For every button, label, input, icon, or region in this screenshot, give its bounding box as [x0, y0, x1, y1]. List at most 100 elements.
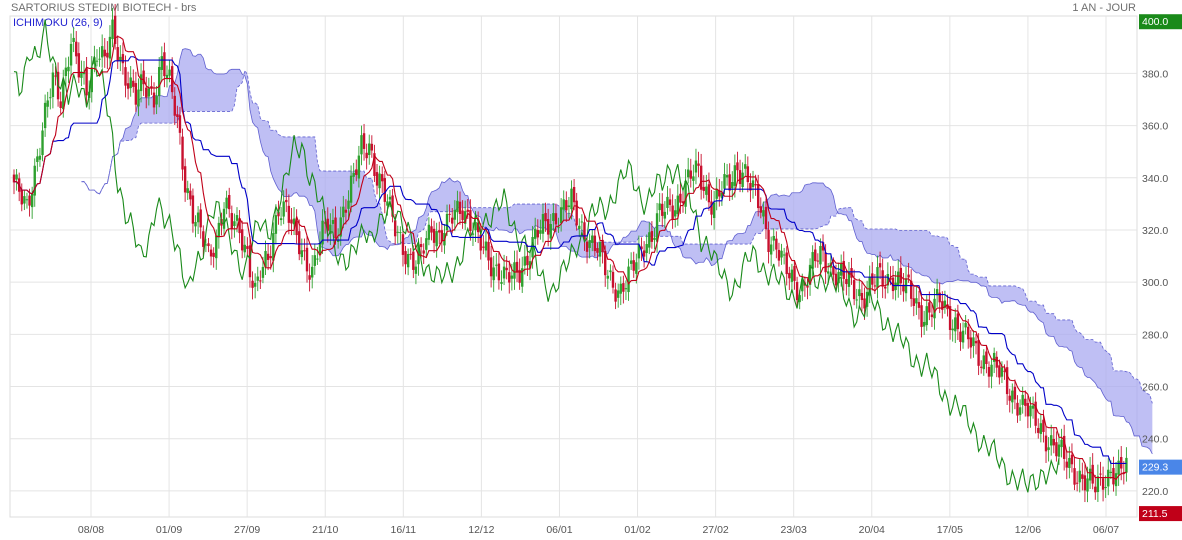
candle-body: [663, 211, 667, 219]
candle-body: [191, 195, 195, 224]
candle-body: [871, 273, 874, 285]
candle-body: [990, 364, 993, 377]
candle-body: [642, 250, 646, 257]
candle-body: [611, 271, 615, 288]
candle-body: [710, 201, 713, 215]
candle-body: [552, 213, 555, 222]
candle-body: [487, 241, 490, 261]
candle-body: [139, 74, 143, 92]
candle-body: [432, 228, 436, 243]
candle-body: [824, 252, 827, 273]
candle-body: [614, 289, 617, 302]
candle-body: [974, 341, 978, 344]
tenkan-sen-line: [13, 35, 1127, 481]
candle-body: [759, 206, 762, 213]
candle-body: [458, 201, 462, 214]
candle-body: [686, 169, 690, 178]
candle-body: [80, 71, 83, 78]
candle-body: [59, 101, 62, 108]
candle-body: [886, 273, 890, 286]
candle-body: [692, 176, 695, 181]
senkou-span-a: [81, 48, 1153, 455]
candle-body: [155, 96, 158, 105]
candle-body: [588, 240, 591, 248]
candle-body: [1011, 390, 1014, 403]
candle-body: [329, 224, 332, 235]
candle-body: [627, 266, 630, 293]
candle-body: [580, 221, 584, 223]
candle-body: [528, 261, 532, 269]
candle-body: [897, 271, 900, 287]
candle-body: [1122, 471, 1126, 474]
candle-body: [453, 209, 457, 220]
candle-body: [15, 174, 18, 180]
candle-body: [1008, 395, 1011, 401]
candle-body: [279, 218, 283, 221]
candle-body: [147, 88, 151, 97]
candle-body: [1031, 405, 1035, 409]
candle-body: [323, 222, 327, 224]
candle-body: [578, 225, 581, 230]
candle-body: [360, 135, 363, 155]
candle-body: [1039, 423, 1043, 434]
x-tick-label: 16/11: [391, 524, 417, 536]
candle-body: [674, 210, 677, 217]
candle-body: [1029, 405, 1032, 417]
candle-body: [233, 221, 236, 226]
candle-body: [998, 365, 1001, 378]
x-tick-label: 20/04: [859, 524, 885, 536]
candle-body: [248, 245, 252, 278]
candle-body: [572, 187, 576, 203]
candle-body: [606, 275, 610, 279]
candle-body: [912, 298, 915, 306]
candle-body: [1125, 457, 1128, 473]
candle-body: [920, 305, 923, 327]
ichimoku-lines: [13, 19, 1127, 493]
x-tick-label: 17/05: [937, 524, 963, 536]
candle-body: [632, 260, 635, 271]
candle-body: [427, 224, 431, 240]
candle-body: [959, 331, 962, 342]
candle-body: [637, 244, 641, 259]
x-tick-label: 27/09: [234, 524, 260, 536]
candle-body: [469, 210, 472, 231]
candle-body: [935, 289, 939, 296]
candle-body: [531, 236, 534, 258]
x-tick-label: 23/03: [781, 524, 807, 536]
candle-body: [598, 242, 602, 257]
candle-body: [440, 230, 444, 242]
x-tick-label: 06/07: [1093, 524, 1119, 536]
candle-body: [95, 60, 99, 62]
candle-body: [261, 266, 265, 278]
candle-body: [225, 197, 228, 209]
candle-body: [557, 227, 560, 229]
candle-body: [961, 330, 965, 343]
candle-body: [725, 175, 729, 178]
candle-body: [948, 306, 952, 330]
candle-body: [119, 56, 122, 62]
candle-body: [370, 143, 374, 151]
candle-body: [1109, 471, 1113, 474]
x-tick-label: 21/10: [312, 524, 338, 536]
candle-body: [925, 306, 928, 326]
candle-body: [827, 271, 830, 274]
candle-body: [176, 114, 179, 117]
candle-body: [479, 234, 482, 251]
candle-body: [518, 269, 521, 283]
chikou-span-line: [13, 19, 1060, 493]
candle-body: [1078, 470, 1081, 483]
candle-body: [20, 189, 23, 205]
candle-body: [834, 273, 838, 286]
candle-body: [977, 339, 980, 366]
candle-body: [295, 220, 298, 236]
period-label[interactable]: 1 AN - JOUR: [1072, 2, 1136, 14]
candle-body: [881, 270, 884, 287]
candle-body: [1073, 468, 1076, 485]
indicator-label: ICHIMOKU (26, 9): [13, 17, 103, 29]
candle-body: [562, 199, 565, 210]
candle-body: [399, 232, 402, 234]
candle-body: [375, 172, 379, 186]
candle-body: [33, 165, 36, 196]
candle-body: [777, 249, 781, 261]
